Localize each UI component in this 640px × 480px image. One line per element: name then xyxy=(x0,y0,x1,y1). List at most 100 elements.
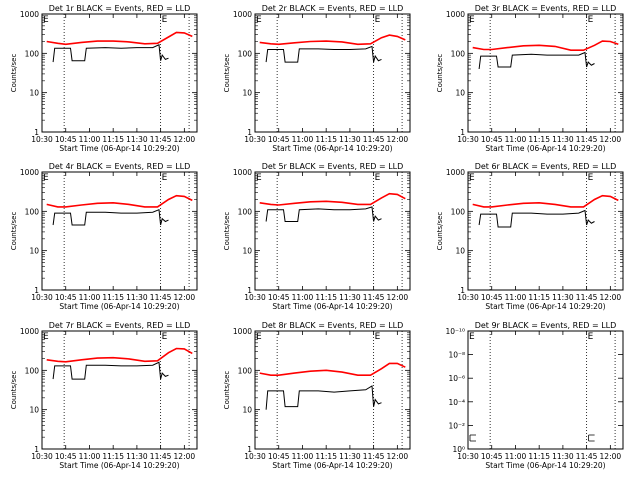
e-marker: E xyxy=(375,173,381,183)
x-tick-label: 10:30 xyxy=(457,135,479,144)
e-marker: E xyxy=(588,173,594,183)
x-tick-label: 12:00 xyxy=(600,135,622,144)
x-tick-label: 11:45 xyxy=(363,135,385,144)
e-marker: E xyxy=(256,15,262,25)
e-marker: E xyxy=(162,173,168,183)
plot-frame xyxy=(41,171,198,291)
y-tick-label: 10⁻⁶ xyxy=(448,374,465,383)
y-tick-label: 1000 xyxy=(20,168,39,177)
x-axis-label: Start Time (06-Apr-14 10:29:20) xyxy=(272,461,392,470)
x-tick-label: 11:15 xyxy=(528,452,550,461)
y-tick-label: 1000 xyxy=(446,10,465,19)
y-tick-label: 100 xyxy=(238,207,253,216)
x-tick-label: 11:15 xyxy=(102,293,124,302)
plot-frame xyxy=(467,330,624,450)
x-tick-label: 11:00 xyxy=(292,293,314,302)
panel-title: Det 5r BLACK = Events, RED = LLD xyxy=(262,162,404,171)
x-tick-label: 10:45 xyxy=(481,135,503,144)
y-tick-label: 1000 xyxy=(233,168,252,177)
e-marker: E xyxy=(256,332,262,342)
x-axis-label: Start Time (06-Apr-14 10:29:20) xyxy=(485,144,605,153)
e-marker: E xyxy=(469,15,475,25)
y-tick-label: 1000 xyxy=(20,10,39,19)
panel-title: Det 8r BLACK = Events, RED = LLD xyxy=(262,321,404,330)
x-tick-label: 11:00 xyxy=(505,293,527,302)
y-tick-label: 1 xyxy=(460,286,465,295)
y-tick-label: 10 xyxy=(242,247,252,256)
series-line xyxy=(259,192,406,206)
panel-title: Det 6r BLACK = Events, RED = LLD xyxy=(475,162,617,171)
x-tick-label: 11:30 xyxy=(126,135,148,144)
series-line xyxy=(472,40,619,52)
y-tick-label: 10⁻¹⁰ xyxy=(445,327,465,336)
y-tick-label: 100 xyxy=(451,207,466,216)
plot-frame xyxy=(254,330,411,450)
e-marker: E xyxy=(43,173,49,183)
e-marker: E xyxy=(256,173,262,183)
x-tick-label: 11:15 xyxy=(315,135,337,144)
series-line xyxy=(478,51,595,70)
plot-frame xyxy=(254,13,411,133)
e-marker: E xyxy=(588,15,594,25)
x-axis-label: Start Time (06-Apr-14 10:29:20) xyxy=(59,144,179,153)
x-tick-label: 11:30 xyxy=(552,293,574,302)
x-tick-label: 12:00 xyxy=(174,452,196,461)
x-tick-label: 11:15 xyxy=(102,452,124,461)
plot-frame xyxy=(254,171,411,291)
y-tick-label: 1000 xyxy=(20,327,39,336)
y-tick-label: 10 xyxy=(29,247,39,256)
series-line xyxy=(52,208,169,226)
x-tick-label: 11:30 xyxy=(126,293,148,302)
x-tick-label: 11:00 xyxy=(79,135,101,144)
x-tick-label: 10:30 xyxy=(457,452,479,461)
plot-frame xyxy=(41,13,198,133)
y-tick-label: 10 xyxy=(29,89,39,98)
x-tick-label: 12:00 xyxy=(387,452,409,461)
x-tick-label: 11:30 xyxy=(339,452,361,461)
x-tick-label: 11:00 xyxy=(505,452,527,461)
panel-title: Det 3r BLACK = Events, RED = LLD xyxy=(475,4,617,13)
x-tick-label: 11:45 xyxy=(576,135,598,144)
y-tick-label: 1 xyxy=(247,286,252,295)
x-tick-label: 11:15 xyxy=(528,293,550,302)
x-axis-label: Start Time (06-Apr-14 10:29:20) xyxy=(485,302,605,311)
panel-title: Det 7r BLACK = Events, RED = LLD xyxy=(49,321,191,330)
bracket-mark xyxy=(469,434,476,442)
y-tick-label: 1 xyxy=(247,445,252,454)
y-tick-label: 100 xyxy=(25,207,40,216)
y-axis-label: Counts/sec xyxy=(436,212,444,251)
x-tick-label: 11:15 xyxy=(315,452,337,461)
series-line xyxy=(259,362,406,377)
x-tick-label: 10:30 xyxy=(31,293,53,302)
y-axis-label: Counts/sec xyxy=(223,371,231,410)
series-line xyxy=(259,34,406,46)
x-axis-label: Start Time (06-Apr-14 10:29:20) xyxy=(272,302,392,311)
x-tick-label: 10:30 xyxy=(244,452,266,461)
e-marker: E xyxy=(43,15,49,25)
series-line xyxy=(46,194,193,208)
y-tick-label: 1 xyxy=(247,128,252,137)
series-line xyxy=(478,209,595,228)
x-axis-label: Start Time (06-Apr-14 10:29:20) xyxy=(59,461,179,470)
x-tick-label: 12:00 xyxy=(600,452,622,461)
series-line xyxy=(265,385,382,410)
e-marker: E xyxy=(469,332,475,342)
x-tick-label: 11:00 xyxy=(292,135,314,144)
e-marker: E xyxy=(588,332,594,342)
x-tick-label: 11:00 xyxy=(292,452,314,461)
x-tick-label: 11:00 xyxy=(79,293,101,302)
plot-frame xyxy=(41,330,198,450)
series-line xyxy=(46,31,193,46)
x-tick-label: 11:45 xyxy=(576,452,598,461)
x-tick-label: 10:30 xyxy=(244,135,266,144)
e-marker: E xyxy=(469,173,475,183)
panel-title: Det 2r BLACK = Events, RED = LLD xyxy=(262,4,404,13)
x-tick-label: 11:45 xyxy=(363,293,385,302)
x-tick-label: 12:00 xyxy=(387,135,409,144)
y-tick-label: 10⁻⁸ xyxy=(448,351,465,360)
x-tick-label: 10:30 xyxy=(457,293,479,302)
y-tick-label: 1000 xyxy=(233,327,252,336)
e-marker: E xyxy=(375,332,381,342)
x-tick-label: 11:15 xyxy=(315,293,337,302)
y-axis-label: Counts/sec xyxy=(436,54,444,93)
